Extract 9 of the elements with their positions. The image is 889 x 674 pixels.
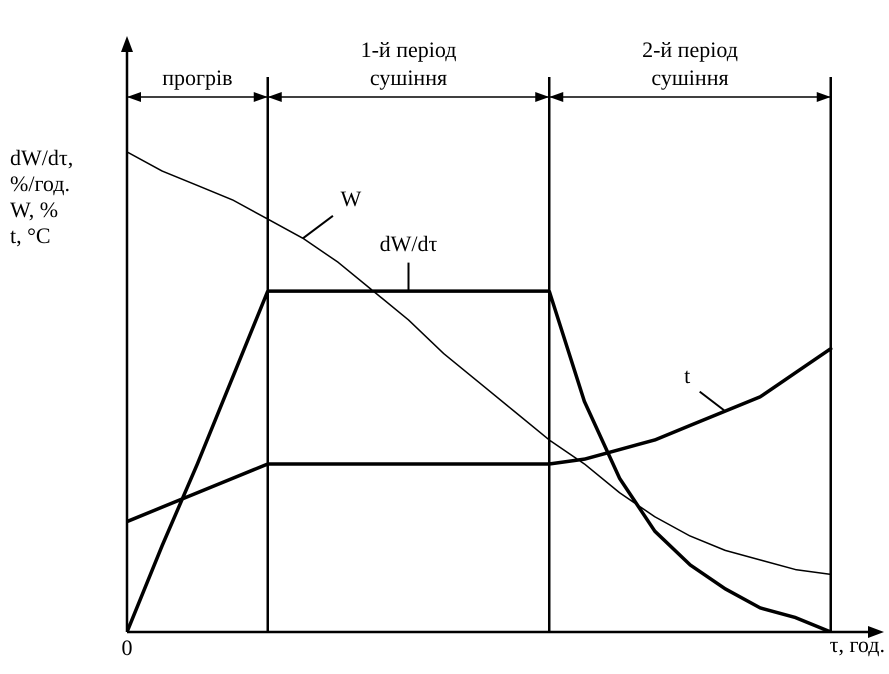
x-axis-title: τ, год. bbox=[830, 632, 885, 657]
text: прогрів bbox=[162, 65, 233, 90]
text: 0 bbox=[122, 634, 132, 660]
text: 1-й період сушіння bbox=[360, 37, 456, 90]
y-axis-title: dW/dτ, %/год. W, % t, °C bbox=[10, 145, 74, 248]
text: 2-й період сушіння bbox=[642, 37, 738, 90]
series-label: dW/dτ bbox=[380, 230, 438, 256]
series-label: W bbox=[340, 186, 362, 212]
series-label: t bbox=[684, 362, 690, 388]
